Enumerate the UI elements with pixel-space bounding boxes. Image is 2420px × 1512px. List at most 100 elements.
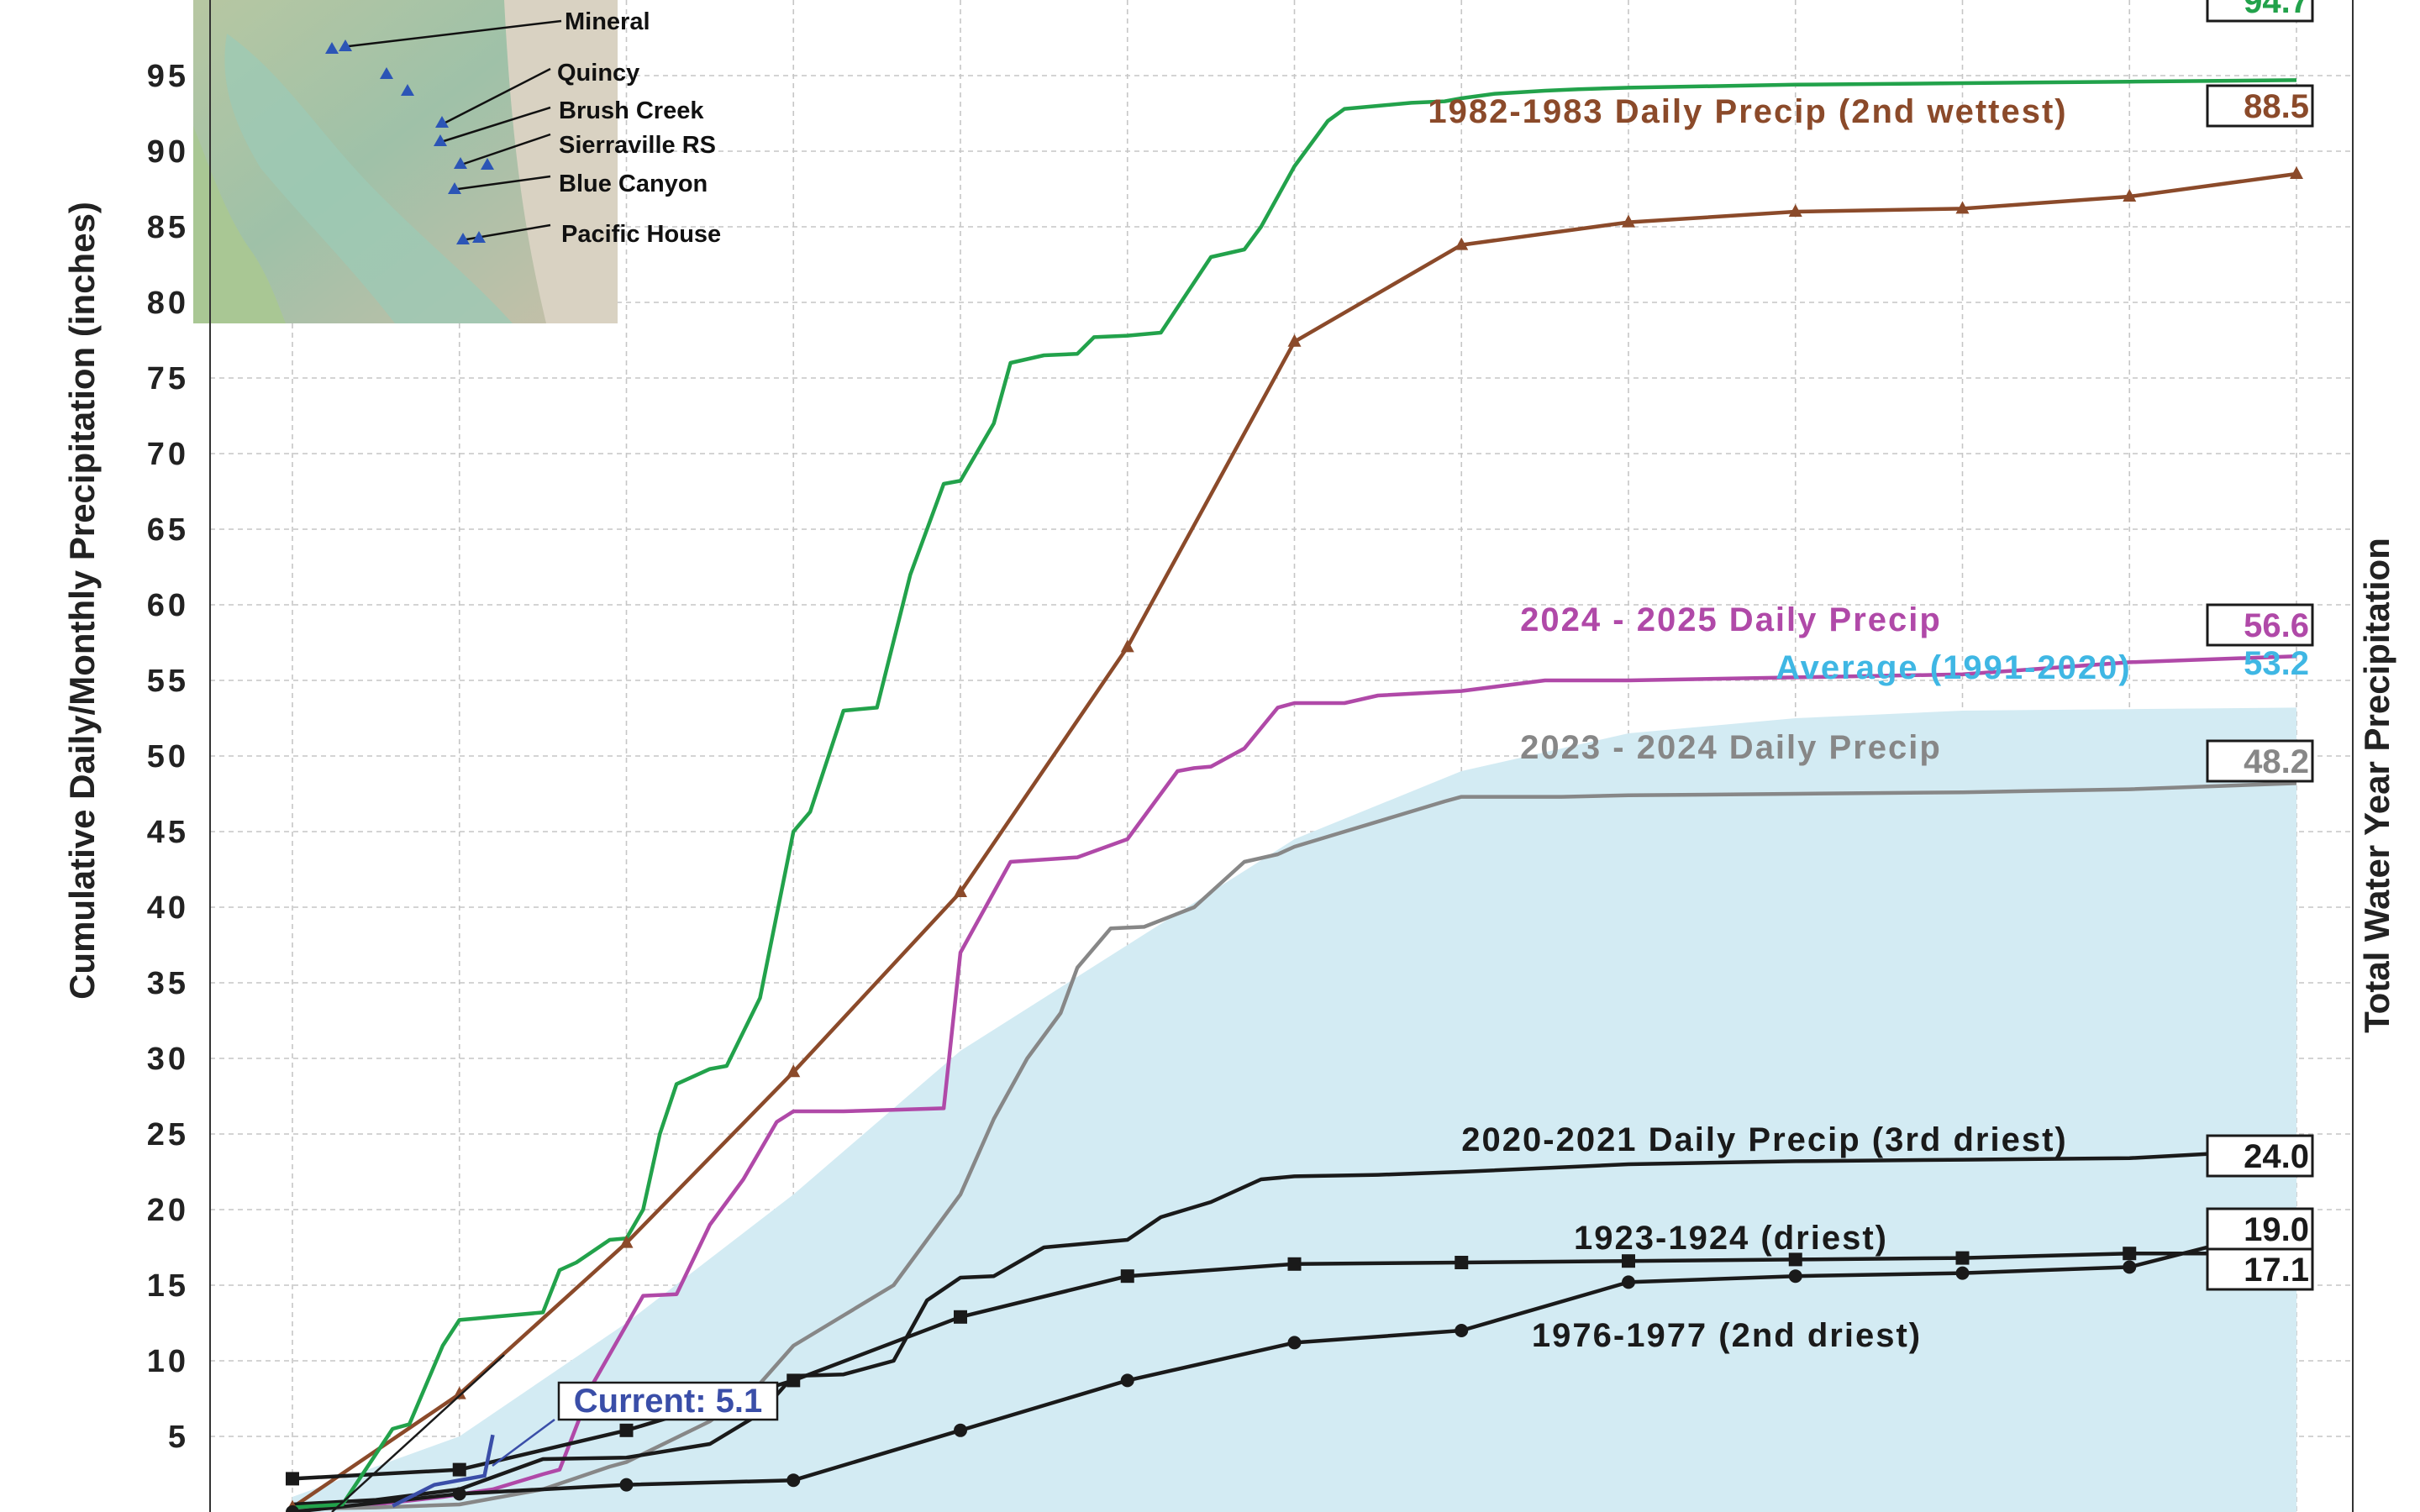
- y-tick-label: 90: [147, 134, 189, 170]
- marker-triangle: [1455, 237, 1469, 250]
- y-tick-label: 15: [147, 1268, 189, 1304]
- marker-square: [1622, 1254, 1635, 1268]
- y-tick-label: 70: [147, 437, 189, 472]
- map-coast: [193, 126, 286, 323]
- station-marker-icon: [380, 67, 393, 79]
- current-callout-text: Current: 5.1: [574, 1383, 763, 1420]
- marker-circle: [1120, 1373, 1134, 1388]
- station-label: Quincy: [557, 60, 639, 87]
- marker-triangle: [1955, 201, 1970, 214]
- marker-circle: [954, 1423, 967, 1437]
- marker-circle: [1622, 1275, 1635, 1289]
- total-box: [2206, 1247, 2314, 1291]
- series-label: 2023 - 2024 Daily Precip: [1520, 729, 1942, 766]
- series-label: 1982-1983 Daily Precip (2nd wettest): [1428, 93, 2067, 130]
- series-labels: 1982-1983 Daily Precip (2nd wettest) 2024…: [331, 93, 2130, 1512]
- marker-circle: [1455, 1324, 1469, 1337]
- average-area-fill: [292, 707, 2296, 1512]
- marker-circle: [1955, 1266, 1970, 1280]
- station-marker-icon: [401, 84, 414, 96]
- station-marker-icon: [339, 39, 352, 51]
- station-label: Sierraville RS: [559, 132, 716, 159]
- marker-circle: [452, 1487, 466, 1501]
- marker-square: [954, 1310, 967, 1324]
- y-tick-label: 65: [147, 512, 189, 548]
- station-marker-icon: [435, 116, 449, 128]
- total-box: [2206, 0, 2314, 23]
- marker-square: [786, 1373, 801, 1388]
- y2-axis-title: Total Water Year Precipitation: [2357, 538, 2396, 1033]
- y-tick-label: 95: [147, 59, 189, 94]
- total-box: [2206, 84, 2314, 128]
- current-callout-arrow: [492, 1418, 555, 1467]
- total-value: 94.7: [2244, 0, 2309, 20]
- total-value: 53.2: [2244, 645, 2309, 682]
- station-label: Mineral: [565, 8, 650, 35]
- marker-square: [1455, 1256, 1469, 1269]
- station-marker-icon: [481, 158, 494, 170]
- station-pointer: [445, 67, 551, 124]
- marker-square: [619, 1423, 634, 1437]
- y-tick-label: 80: [147, 286, 189, 321]
- y-tick-label: 40: [147, 890, 189, 926]
- axes: 5 10 15 20 25 30 35 40 45 50 55 60 65 70 75 80 85 90 95 Cum…: [62, 0, 2396, 1512]
- station-pointer: [457, 175, 551, 191]
- y-tick-label: 20: [147, 1193, 189, 1228]
- marker-triangle: [1622, 214, 1635, 228]
- station-marker-icon: [456, 233, 470, 244]
- y-tick-label: 30: [147, 1042, 189, 1077]
- station-marker-icon: [448, 182, 461, 194]
- y-tick-label: 55: [147, 664, 189, 699]
- station-label: Blue Canyon: [559, 171, 708, 197]
- y-axis-title: Cumulative Daily/Monthly Precipitation (…: [62, 202, 102, 1000]
- series-markers: [286, 166, 2303, 1512]
- marker-circle: [786, 1473, 801, 1488]
- marker-square: [1120, 1269, 1134, 1284]
- total-box: [2206, 739, 2314, 783]
- y-tick-label: 25: [147, 1117, 189, 1152]
- station-label: Brush Creek: [559, 97, 704, 124]
- marker-square: [2123, 1247, 2137, 1261]
- marker-square: [1287, 1257, 1302, 1271]
- total-value: 56.6: [2244, 607, 2309, 644]
- y-tick-label: 85: [147, 210, 189, 245]
- series-line-4: [292, 1147, 2297, 1507]
- total-boxes: 94.7 88.5 56.653.2 48.2 24.0 19.0 17.1: [2206, 0, 2314, 1291]
- series-label: 2020-2021 Daily Precip (3rd driest): [1461, 1121, 2067, 1158]
- marker-square: [452, 1462, 466, 1477]
- annotation-line: [331, 1354, 505, 1512]
- station-marker-icon: [454, 157, 467, 169]
- map-mountains: [504, 0, 618, 323]
- total-value: 48.2: [2244, 743, 2309, 780]
- station-pointer: [443, 106, 551, 143]
- y-tick-label: 75: [147, 361, 189, 396]
- marker-circle: [2123, 1260, 2137, 1274]
- marker-circle: [1788, 1269, 1802, 1284]
- marker-square: [1955, 1251, 1970, 1265]
- total-box: [2206, 1134, 2314, 1178]
- y-tick-label: 45: [147, 815, 189, 850]
- series-line-7: [292, 78, 2297, 1509]
- marker-triangle: [619, 1235, 634, 1248]
- y-tick-label: 60: [147, 588, 189, 623]
- total-value: 17.1: [2244, 1252, 2309, 1289]
- marker-triangle: [954, 885, 967, 897]
- map-valley: [224, 34, 513, 323]
- average-area: [292, 707, 2296, 1512]
- marker-circle: [619, 1478, 634, 1492]
- station-pointer: [463, 133, 551, 165]
- series-line-3: [292, 781, 2297, 1511]
- marker-triangle: [2123, 189, 2137, 202]
- total-box: [2206, 1207, 2314, 1251]
- station-label: Pacific House: [561, 221, 721, 248]
- total-value: 88.5: [2244, 88, 2309, 125]
- series-label: 2024 - 2025 Daily Precip: [1520, 601, 1942, 638]
- station-pointer: [348, 19, 562, 48]
- current-series-line: [392, 1434, 495, 1508]
- y-tick-label: 50: [147, 739, 189, 774]
- stations-map-inset: Mineral Quincy Brush Creek Sierraville RS Bl…: [193, 0, 721, 323]
- marker-circle: [1287, 1336, 1302, 1350]
- total-value: 19.0: [2244, 1211, 2309, 1248]
- marker-triangle: [452, 1386, 466, 1399]
